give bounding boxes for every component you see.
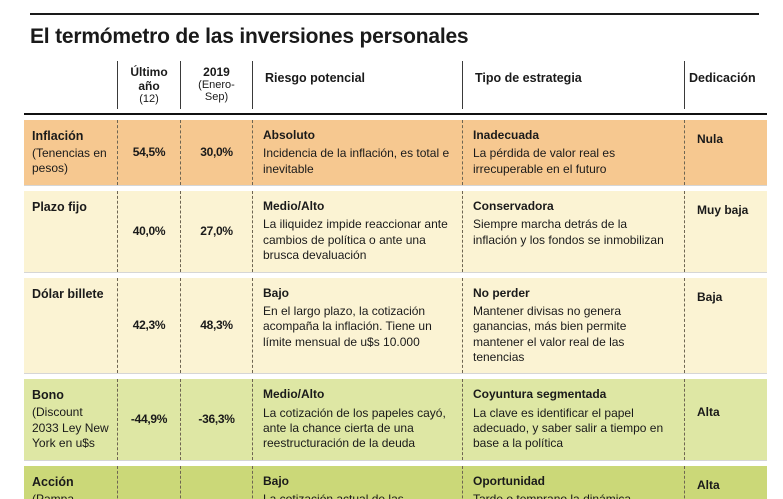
risk-cell: Medio/Alto La iliquidez impide reacciona…: [252, 191, 462, 272]
header-col-dedication: Dedicación: [684, 61, 767, 109]
strategy-title: Conservadora: [473, 199, 554, 214]
value-last-year: 54,5%: [117, 120, 180, 186]
risk-title: Absoluto: [263, 128, 315, 142]
value-last-year: 42,3%: [117, 277, 180, 374]
asset-cell: Dólar billete: [24, 278, 117, 374]
risk-title: Medio/Alto: [263, 387, 325, 402]
table-header: Último año (12) 2019 (Enero-Sep) Riesgo …: [24, 61, 767, 115]
value-2019: -36,3%: [180, 379, 252, 460]
strategy-title: Coyuntura segmentada: [473, 387, 607, 402]
dedication-label: Alta: [684, 465, 767, 499]
risk-desc: La cotización actual de las empresas arg…: [263, 492, 452, 499]
masthead: El termómetro de las inversiones persona…: [30, 13, 759, 49]
risk-desc: En el largo plazo, la cotización acompañ…: [263, 303, 432, 349]
asset-cell: Acción (Pampa Energía): [24, 466, 117, 499]
table-row-dolar-billete: Dólar billete 42,3% 48,3% Bajo En el lar…: [24, 277, 767, 375]
asset-name: Bono: [32, 388, 64, 403]
risk-desc: Incidencia de la inflación, es total e i…: [263, 146, 450, 176]
asset-cell: Plazo fijo: [24, 191, 117, 271]
table-row-plazo-fijo: Plazo fijo 40,0% 27,0% Medio/Alto La ili…: [24, 191, 767, 273]
dedication-label: Baja: [684, 277, 767, 374]
risk-desc: La cotización de los papeles cayó, ante …: [263, 405, 446, 451]
header-col-2019: 2019 (Enero-Sep): [180, 61, 252, 109]
risk-cell: Bajo En el largo plazo, la cotización ac…: [252, 277, 462, 374]
value-last-year: 40,0%: [117, 191, 180, 272]
asset-sub: (Pampa Energía): [32, 491, 75, 499]
risk-cell: Bajo La cotización actual de las empresa…: [252, 465, 462, 499]
top-rule: [30, 13, 759, 15]
infographic-page: El termómetro de las inversiones persona…: [0, 13, 783, 499]
dedication-label: Alta: [684, 379, 767, 460]
asset-name: Acción: [32, 474, 74, 489]
value-last-year: -44,9%: [117, 379, 180, 460]
strategy-cell: Oportunidad Tarde o temprano la dinámica…: [462, 465, 684, 499]
value-2019: 27,0%: [180, 191, 252, 272]
risk-title: Medio/Alto: [263, 199, 325, 214]
strategy-desc: Tarde o temprano la dinámica económica g…: [473, 492, 674, 499]
risk-cell: Absoluto Incidencia de la inflación, es …: [252, 120, 462, 186]
strategy-desc: La pérdida de valor real es irrecuperabl…: [473, 146, 616, 176]
dedication-label: Nula: [684, 120, 767, 186]
asset-cell: Inflación (Tenencias en pesos): [24, 120, 117, 185]
value-2019: 30,0%: [180, 120, 252, 186]
header-col-strategy: Tipo de estrategia: [462, 61, 684, 109]
risk-cell: Medio/Alto La cotización de los papeles …: [252, 379, 462, 460]
strategy-title: Oportunidad: [473, 473, 545, 488]
asset-cell: Bono (Discount 2033 Ley New York en u$s: [24, 379, 117, 459]
asset-sub: (Tenencias en pesos): [32, 146, 107, 176]
risk-desc: La iliquidez impide reaccionar ante camb…: [263, 217, 448, 263]
strategy-desc: Mantener divisas no genera ganancias, má…: [473, 303, 627, 364]
asset-name: Plazo fijo: [32, 200, 87, 215]
strategy-title: Inadecuada: [473, 128, 540, 142]
value-last-year: -46,6%: [117, 465, 180, 499]
strategy-desc: La clave es identificar el papel adecuad…: [473, 405, 664, 451]
value-2019: -48,7%: [180, 465, 252, 499]
value-2019: 48,3%: [180, 277, 252, 374]
asset-sub: (Discount 2033 Ley New York en u$s: [32, 405, 109, 451]
page-title: El termómetro de las inversiones persona…: [30, 25, 469, 48]
header-col-risk: Riesgo potencial: [252, 61, 462, 109]
risk-title: Bajo: [263, 473, 290, 488]
dedication-label: Muy baja: [684, 191, 767, 272]
strategy-cell: Inadecuada La pérdida de valor real es i…: [462, 120, 684, 186]
header-col-asset: [24, 61, 117, 109]
strategy-cell: Coyuntura segmentada La clave es identif…: [462, 379, 684, 460]
strategy-title: No perder: [473, 285, 530, 300]
risk-title: Bajo: [263, 285, 290, 300]
table-row-accion: Acción (Pampa Energía) -46,6% -48,7% Baj…: [24, 465, 767, 499]
strategy-cell: No perder Mantener divisas no genera gan…: [462, 277, 684, 374]
table-row-bono: Bono (Discount 2033 Ley New York en u$s …: [24, 379, 767, 461]
asset-name: Dólar billete: [32, 286, 104, 301]
asset-name: Inflación: [32, 129, 84, 143]
header-col-last-year: Último año (12): [117, 61, 180, 109]
table-row-inflacion: Inflación (Tenencias en pesos) 54,5% 30,…: [24, 120, 767, 187]
strategy-cell: Conservadora Siempre marcha detrás de la…: [462, 191, 684, 272]
strategy-desc: Siempre marcha detrás de la inflación y …: [473, 217, 664, 247]
